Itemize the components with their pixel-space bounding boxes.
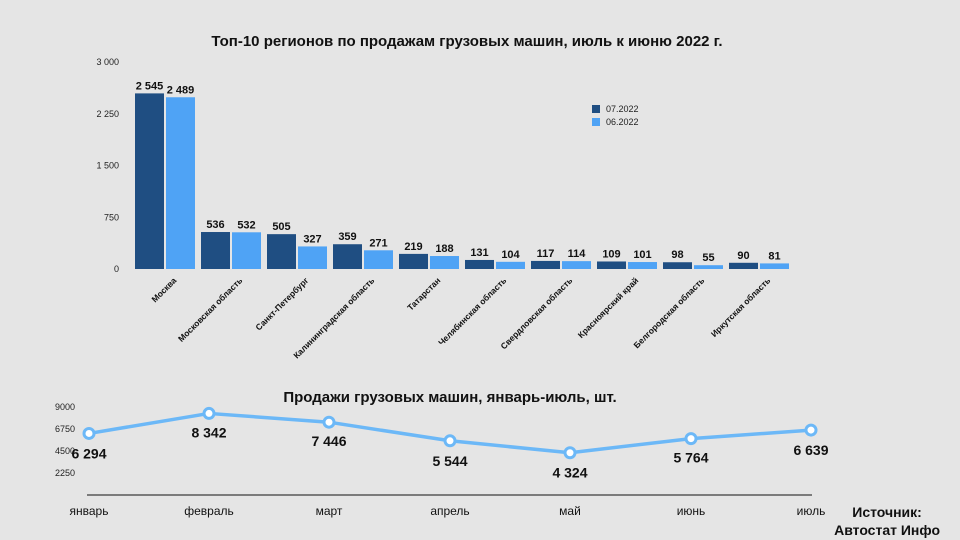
line-value-label: 6 294 [71, 445, 106, 461]
bar-value-label: 536 [206, 219, 224, 231]
bar-jul [135, 93, 164, 270]
legend-swatch [592, 118, 600, 126]
line-value-label: 8 342 [191, 424, 226, 440]
line-month-label: февраль [184, 504, 234, 518]
line-point [443, 434, 457, 448]
bar-jun [430, 256, 459, 269]
line-point [684, 432, 698, 446]
line-month-label: июнь [677, 504, 706, 518]
bar-jul [729, 262, 758, 269]
legend-label: 07.2022 [606, 104, 639, 114]
bar-jul [201, 232, 230, 269]
line-value-label: 4 324 [552, 465, 587, 481]
line-value-label: 5 544 [432, 453, 467, 469]
line-y-tick-label: 6750 [55, 424, 75, 434]
bar-jun [628, 262, 657, 269]
bar-jun [298, 246, 327, 269]
bar-value-label: 271 [369, 237, 387, 249]
line-chart-title: Продажи грузовых машин, январь-июль, шт. [283, 389, 616, 406]
source-note: Источник: Автостат Инфо [834, 503, 940, 539]
line-point [202, 406, 216, 420]
bar-y-tick-label: 750 [104, 212, 119, 222]
bar-jul [663, 262, 692, 269]
bar-value-label: 114 [568, 248, 587, 260]
line-point [82, 426, 96, 440]
bar-value-label: 98 [671, 249, 683, 261]
bar-category-label: Свердловская область [498, 275, 574, 351]
line-y-tick-label: 9000 [55, 402, 75, 412]
bar-jun [562, 261, 591, 269]
bar-y-tick-label: 2 250 [96, 109, 119, 119]
bar-chart-title: Топ-10 регионов по продажам грузовых маш… [211, 33, 722, 50]
bar-value-label: 109 [602, 248, 620, 260]
bar-y-tick-label: 0 [114, 264, 119, 274]
bar-value-label: 101 [633, 249, 651, 261]
bar-value-label: 327 [303, 233, 321, 245]
bar-jul [465, 259, 494, 269]
line-chart: 2250 4500 6750 9000 6 294 январь 8 342 февраль 7… [55, 402, 829, 518]
line-value-label: 6 639 [793, 442, 828, 458]
bar-category-label: Московская область [176, 275, 244, 343]
line-y-tick-label: 2250 [55, 468, 75, 478]
bar-value-label: 505 [272, 221, 290, 233]
bar-category-label: Красноярский край [576, 275, 641, 340]
bar-category-label: Белгородская область [632, 275, 707, 350]
bar-value-label: 81 [768, 250, 780, 262]
line-point [804, 423, 818, 437]
line-point [563, 446, 577, 460]
bar-value-label: 90 [737, 250, 749, 262]
bar-value-label: 131 [470, 247, 488, 259]
bar-value-label: 2 545 [136, 80, 164, 92]
line-month-label: январь [70, 504, 109, 518]
line-month-label: май [559, 504, 581, 518]
line-value-label: 7 446 [311, 433, 346, 449]
bar-value-label: 532 [237, 219, 255, 231]
bar-jul [399, 253, 428, 269]
bar-category-label: Москва [149, 275, 178, 304]
bar-value-label: 2 489 [167, 84, 195, 96]
bar-jul [531, 260, 560, 269]
bar-category-label: Санкт-Петербург [253, 275, 310, 332]
legend-swatch [592, 105, 600, 113]
bar-y-tick-label: 3 000 [96, 57, 119, 67]
bar-value-label: 117 [537, 248, 555, 260]
legend-label: 06.2022 [606, 117, 639, 127]
bar-jun [166, 97, 195, 269]
bar-value-label: 188 [435, 243, 453, 255]
bar-jul [597, 261, 626, 269]
line-month-label: апрель [430, 504, 469, 518]
bar-value-label: 359 [338, 231, 356, 243]
bar-jun [364, 250, 393, 269]
bar-jul [333, 244, 362, 269]
bar-value-label: 104 [501, 249, 520, 261]
bar-category-label: Челябинская область [436, 275, 508, 347]
bar-chart: 0 750 1 500 2 250 3 000 2 545 2 489 Москва 536 53… [96, 57, 789, 360]
line-month-label: июль [797, 504, 826, 518]
bar-jul [267, 234, 296, 269]
line-y-tick-label: 4500 [55, 446, 75, 456]
bar-y-tick-label: 1 500 [96, 161, 119, 171]
bar-value-label: 219 [404, 241, 422, 253]
bar-category-label: Иркутская область [709, 275, 773, 339]
source-label: Источник: [852, 504, 922, 520]
line-month-label: март [316, 504, 343, 518]
bar-category-label: Татарстан [405, 275, 442, 312]
bar-value-label: 55 [702, 252, 714, 264]
bar-jun [760, 263, 789, 269]
line-value-label: 5 764 [673, 450, 708, 466]
source-name: Автостат Инфо [834, 522, 940, 538]
bar-jun [694, 265, 723, 269]
bar-jun [232, 232, 261, 269]
bar-jun [496, 261, 525, 269]
line-point [322, 415, 336, 429]
